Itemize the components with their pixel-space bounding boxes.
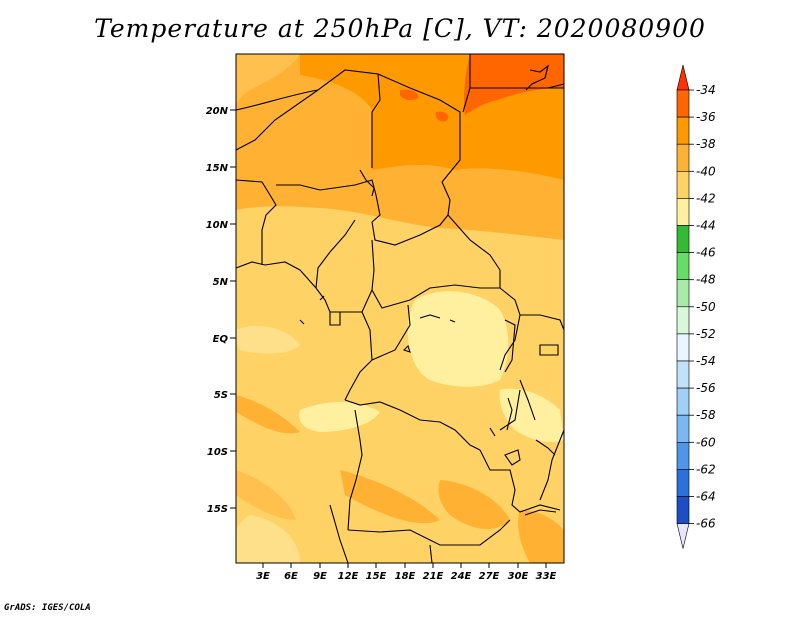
country-borders	[235, 54, 565, 564]
colorbar-label: -64	[696, 490, 716, 504]
colorbar-label: -56	[696, 381, 716, 395]
lat-label: 5S	[214, 390, 228, 401]
colorbar-swatch	[676, 469, 690, 497]
colorbar-swatch	[676, 333, 690, 362]
colorbar-label: -46	[696, 246, 716, 260]
map-title: Temperature at 250hPa [C], VT: 202008090…	[94, 14, 706, 43]
colorbar-label: -48	[696, 273, 716, 287]
colorbar-end-bottom	[676, 523, 690, 549]
colorbar-swatch	[676, 89, 690, 118]
lon-label: 15E	[366, 571, 387, 582]
lon-label: 27E	[479, 571, 500, 582]
colorbar-label: -62	[696, 462, 716, 476]
lon-label: 9E	[313, 571, 327, 582]
lat-label: 5N	[213, 277, 229, 288]
temperature-field	[236, 54, 564, 563]
lon-label: 24E	[451, 571, 472, 582]
colorbar-swatch	[676, 306, 690, 335]
colorbar-swatch	[676, 414, 690, 443]
lat-label: 20N	[206, 106, 229, 117]
colorbar-swatch	[676, 360, 690, 389]
lon-label: 12E	[338, 571, 359, 582]
colorbar-end-top	[676, 64, 690, 91]
colorbar-swatch	[676, 279, 690, 308]
colorbar-label: -38	[696, 137, 716, 151]
colorbar-swatch	[676, 143, 690, 172]
colorbar-label: -40	[696, 164, 716, 178]
colorbar-label: -52	[696, 327, 716, 341]
colorbar-label: -54	[696, 354, 716, 368]
colorbar-swatch	[676, 496, 690, 524]
colorbar-label: -42	[696, 191, 716, 205]
colorbar-label: -36	[696, 110, 716, 124]
lat-label: 15S	[207, 504, 228, 515]
colorbar-swatch	[676, 116, 690, 145]
longitude-axis	[262, 563, 547, 568]
colorbar-label: -66	[696, 517, 716, 531]
colorbar-swatch	[676, 387, 690, 416]
colorbar-swatch	[676, 225, 690, 253]
colorbar-swatch	[676, 252, 690, 281]
lat-label: 10S	[207, 447, 228, 458]
colorbar-label: -58	[696, 408, 716, 422]
lon-label: 30E	[508, 571, 529, 582]
colorbar-swatch	[676, 441, 690, 470]
latitude-axis	[230, 109, 236, 509]
colorbar-swatch	[676, 198, 690, 226]
lon-label: 3E	[256, 571, 270, 582]
colorbar-label: -34	[696, 83, 716, 97]
grads-credit: GrADS: IGES/COLA	[4, 603, 91, 613]
lon-label: 21E	[423, 571, 444, 582]
colorbar-swatch	[676, 171, 690, 199]
lat-label: EQ	[213, 334, 229, 345]
colorbar-label: -60	[696, 435, 716, 449]
map-frame	[235, 53, 565, 564]
lat-label: 15N	[206, 163, 229, 174]
colorbar-label: -44	[696, 219, 716, 233]
lon-label: 33E	[536, 571, 557, 582]
lon-label: 6E	[284, 571, 298, 582]
colorbar-label: -50	[696, 300, 716, 314]
lat-label: 10N	[206, 220, 229, 231]
lon-label: 18E	[395, 571, 416, 582]
colorbar: -34 -36 -38 -40 -42 -44 -46 -48 -50 -52 -54 -56 -58 -…	[676, 64, 716, 549]
